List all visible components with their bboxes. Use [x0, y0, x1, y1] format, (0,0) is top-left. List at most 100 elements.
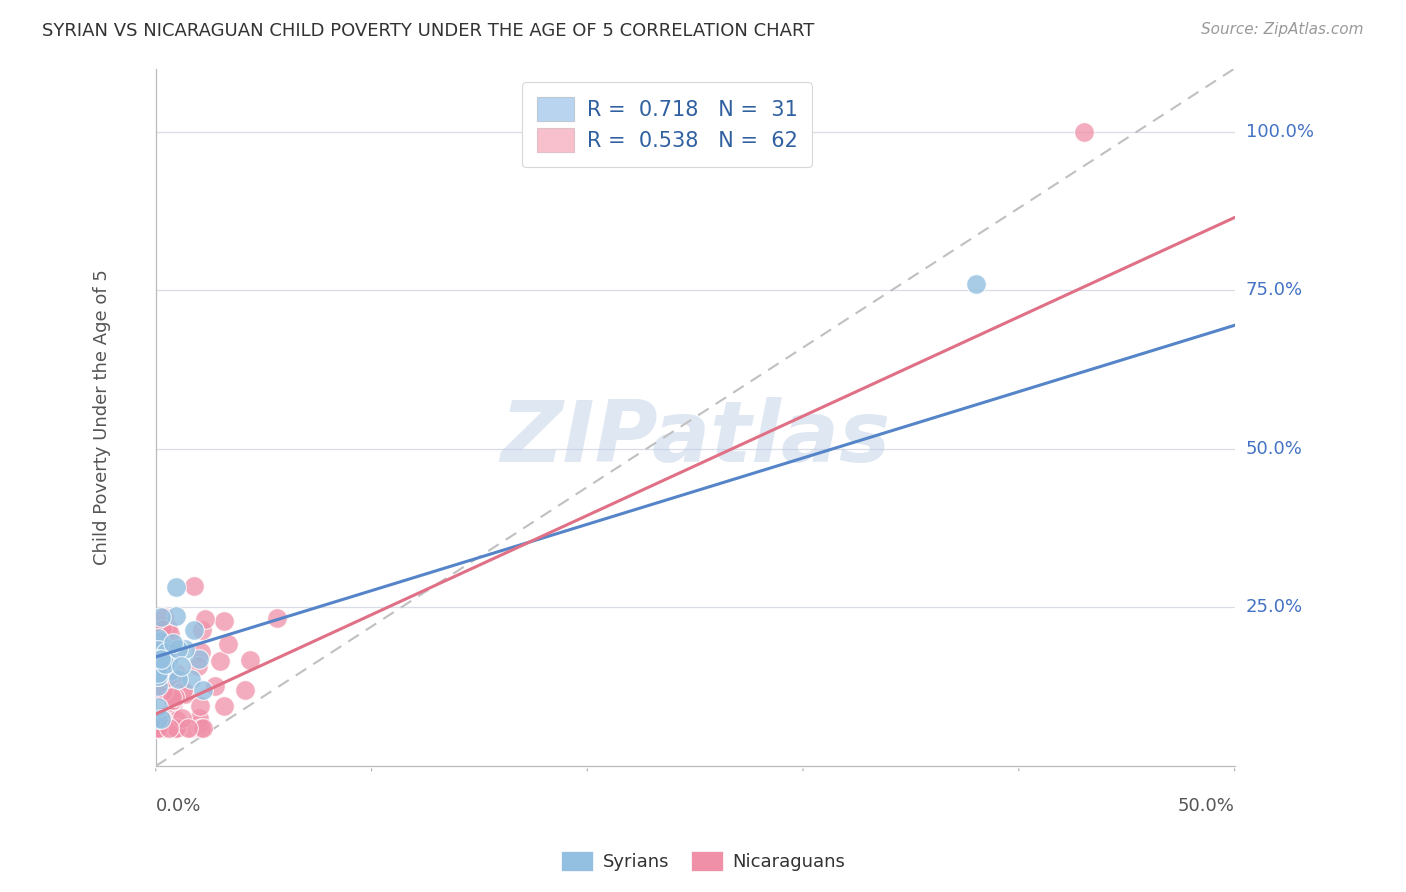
Text: Source: ZipAtlas.com: Source: ZipAtlas.com — [1201, 22, 1364, 37]
Point — [214, 699, 236, 714]
Point — [187, 716, 209, 731]
Point — [148, 721, 170, 735]
Point — [153, 721, 176, 735]
Point — [167, 672, 190, 686]
Point — [188, 699, 211, 714]
Point — [170, 658, 193, 673]
Text: 0.0%: 0.0% — [156, 797, 201, 814]
Point — [173, 642, 195, 657]
Point — [146, 640, 169, 655]
Point — [153, 721, 176, 735]
Point — [162, 693, 184, 707]
Point — [157, 672, 180, 686]
Point — [204, 679, 226, 693]
Point — [166, 721, 188, 735]
Point — [150, 721, 173, 735]
Point — [159, 664, 181, 678]
Point — [212, 614, 235, 628]
Point — [149, 634, 172, 648]
Point — [1073, 125, 1095, 139]
Point — [191, 624, 214, 638]
Point — [194, 612, 217, 626]
Point — [188, 710, 211, 724]
Point — [166, 713, 188, 727]
Text: 75.0%: 75.0% — [1246, 282, 1303, 300]
Point — [146, 682, 169, 697]
Point — [239, 652, 262, 666]
Point — [162, 693, 184, 707]
Point — [166, 721, 188, 735]
Point — [187, 659, 209, 673]
Point — [188, 651, 211, 665]
Text: 50.0%: 50.0% — [1178, 797, 1234, 814]
Point — [156, 657, 179, 672]
Point — [157, 621, 180, 635]
Point — [965, 277, 987, 292]
Point — [149, 651, 172, 665]
Point — [155, 645, 177, 659]
Point — [177, 721, 200, 735]
Point — [180, 672, 202, 686]
Point — [159, 643, 181, 657]
Point — [165, 721, 187, 735]
Text: 50.0%: 50.0% — [1246, 440, 1302, 458]
Point — [149, 710, 172, 724]
Point — [172, 683, 194, 698]
Point — [149, 651, 172, 665]
Point — [159, 721, 181, 735]
Point — [191, 721, 214, 735]
Point — [149, 712, 172, 726]
Point — [162, 635, 184, 649]
Point — [146, 668, 169, 682]
Point — [217, 637, 239, 651]
Point — [146, 721, 169, 735]
Point — [157, 670, 180, 684]
Point — [233, 682, 256, 697]
Text: ZIPatlas: ZIPatlas — [501, 397, 890, 480]
Point — [150, 674, 173, 689]
Point — [165, 580, 187, 594]
Point — [150, 610, 173, 624]
Point — [148, 721, 170, 735]
Point — [146, 644, 169, 658]
Point — [266, 611, 288, 625]
Point — [146, 641, 169, 656]
Point — [156, 642, 179, 657]
Point — [183, 624, 205, 638]
Point — [173, 687, 195, 701]
Point — [159, 627, 181, 641]
Point — [160, 690, 183, 704]
Point — [146, 643, 169, 657]
Point — [148, 669, 170, 683]
Point — [146, 631, 169, 645]
Point — [152, 713, 174, 727]
Point — [146, 700, 169, 714]
Point — [148, 679, 170, 693]
Point — [172, 711, 194, 725]
Legend: Syrians, Nicaraguans: Syrians, Nicaraguans — [554, 844, 852, 879]
Point — [165, 665, 187, 680]
Point — [146, 713, 169, 727]
Point — [190, 645, 212, 659]
Text: Child Poverty Under the Age of 5: Child Poverty Under the Age of 5 — [93, 269, 111, 566]
Point — [146, 721, 169, 735]
Point — [146, 721, 169, 735]
Point — [152, 609, 174, 624]
Point — [193, 683, 215, 698]
Point — [190, 721, 212, 735]
Point — [152, 684, 174, 698]
Point — [150, 622, 173, 636]
Text: SYRIAN VS NICARAGUAN CHILD POVERTY UNDER THE AGE OF 5 CORRELATION CHART: SYRIAN VS NICARAGUAN CHILD POVERTY UNDER… — [42, 22, 814, 40]
Point — [156, 653, 179, 667]
Text: 100.0%: 100.0% — [1246, 123, 1313, 141]
Point — [166, 642, 188, 657]
Point — [146, 665, 169, 680]
Point — [155, 657, 177, 671]
Text: 25.0%: 25.0% — [1246, 599, 1303, 616]
Point — [150, 619, 173, 633]
Point — [165, 690, 187, 704]
Legend: R =  0.718   N =  31, R =  0.538   N =  62: R = 0.718 N = 31, R = 0.538 N = 62 — [522, 82, 813, 167]
Point — [162, 697, 184, 711]
Point — [165, 609, 187, 624]
Point — [183, 579, 205, 593]
